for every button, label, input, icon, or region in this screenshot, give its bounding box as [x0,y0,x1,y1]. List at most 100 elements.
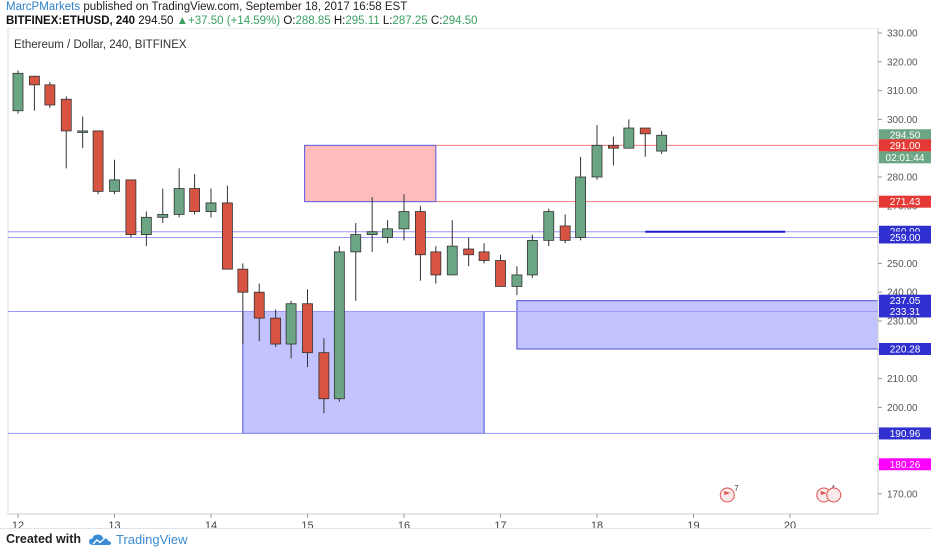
candle[interactable] [77,116,89,149]
event-marker[interactable]: 7 [719,484,739,503]
price-label-text: 180.26 [890,460,921,471]
candle[interactable] [12,70,24,114]
candle-body [623,127,635,149]
candle[interactable] [173,168,185,218]
candle-body [157,214,169,218]
candle[interactable] [60,96,72,169]
price-label-text: 233.31 [890,307,921,318]
candle-body [253,291,265,319]
candle-body [575,176,586,238]
candle-body [302,303,313,354]
high-value: 295.11 [345,15,380,27]
price-label-text: 291.00 [890,141,921,152]
candle-body [639,127,651,135]
price-label: 233.31 [879,305,931,318]
candle[interactable] [318,338,330,414]
price-label-text: 02:01:44 [886,153,925,164]
tradingview-brand: TradingView [116,532,188,547]
candle[interactable] [222,185,233,270]
support-zone[interactable] [242,310,485,434]
author-link[interactable]: MarcPMarkets [6,1,81,13]
price-label: 237.05 [879,294,931,307]
x-tick-label: 15 [301,520,313,528]
price-label: 291.00 [879,139,931,152]
price-label-bg [879,427,931,440]
price-label-bg [879,342,931,355]
open-label: O: [283,15,296,27]
event-count: 7 [734,484,739,493]
price-label-bg [879,231,931,244]
candle[interactable] [639,127,651,157]
price-label-text: 220.28 [890,344,921,355]
tradingview-logo[interactable]: TradingView [88,532,188,547]
candle[interactable] [270,309,282,347]
candle[interactable] [29,75,40,111]
candle[interactable] [398,194,410,241]
candle[interactable] [382,220,393,244]
candle[interactable] [333,246,345,402]
flag-icon [826,487,842,503]
candle[interactable] [463,237,475,267]
candle[interactable] [511,266,523,296]
plot-area[interactable] [7,28,879,515]
candle[interactable] [446,220,458,276]
candle[interactable] [430,246,442,284]
candle[interactable] [591,125,603,180]
candle[interactable] [415,205,426,281]
flag-glyph [724,491,731,499]
price-label: 271.43 [879,195,931,208]
candle[interactable] [285,300,297,359]
candle-body [656,134,668,152]
candle[interactable] [125,179,137,238]
y-tick-label: 320.00 [887,57,918,68]
candle-body [189,188,200,212]
candle[interactable] [526,234,538,278]
candle-body [205,202,217,212]
candle[interactable] [656,130,668,154]
candle[interactable] [302,289,313,368]
price-label: 02:01:44 [879,151,931,164]
candle[interactable] [495,254,506,287]
candle-body [140,216,152,236]
candle-body [463,248,475,256]
candle-body [125,179,137,236]
candle-body [430,251,442,276]
support-zone[interactable] [516,300,879,350]
y-tick-label: 170.00 [887,489,918,500]
price-chart[interactable]: 74 Ethereum / Dollar, 240, BITFINEX 170.… [0,28,932,528]
candle[interactable] [109,159,120,195]
candle[interactable] [478,243,490,264]
candle[interactable] [205,188,217,218]
ohlc-line: BITFINEX:ETHUSD, 240 294.50 ▲+37.50 (+14… [6,15,478,27]
candle[interactable] [559,214,571,244]
candle[interactable] [157,188,169,224]
price-label-bg [879,305,931,318]
candle-body [559,225,571,241]
candle-body [608,144,619,149]
x-tick-label: 12 [12,520,24,528]
candle[interactable] [44,81,56,108]
candle[interactable] [189,174,200,215]
price-label: 220.28 [879,342,931,355]
candle-body [446,245,458,276]
x-tick-label: 14 [205,520,217,528]
candle[interactable] [350,223,362,301]
candle-body [591,144,603,178]
y-tick-label: 230.00 [887,317,918,328]
candle[interactable] [92,130,104,195]
candle[interactable] [608,136,619,166]
candle-body [398,211,410,230]
candle[interactable] [140,211,152,247]
price-label-bg [879,151,931,164]
candle-body [77,130,89,133]
candle[interactable] [366,197,378,252]
candle[interactable] [543,208,555,247]
candle[interactable] [237,263,249,345]
candle[interactable] [623,119,635,149]
candle[interactable] [575,156,586,241]
price-label: 259.00 [879,231,931,244]
candle-body [109,179,120,192]
candle-body [495,260,506,287]
candle[interactable] [253,283,265,342]
supply-zone[interactable] [304,144,437,203]
